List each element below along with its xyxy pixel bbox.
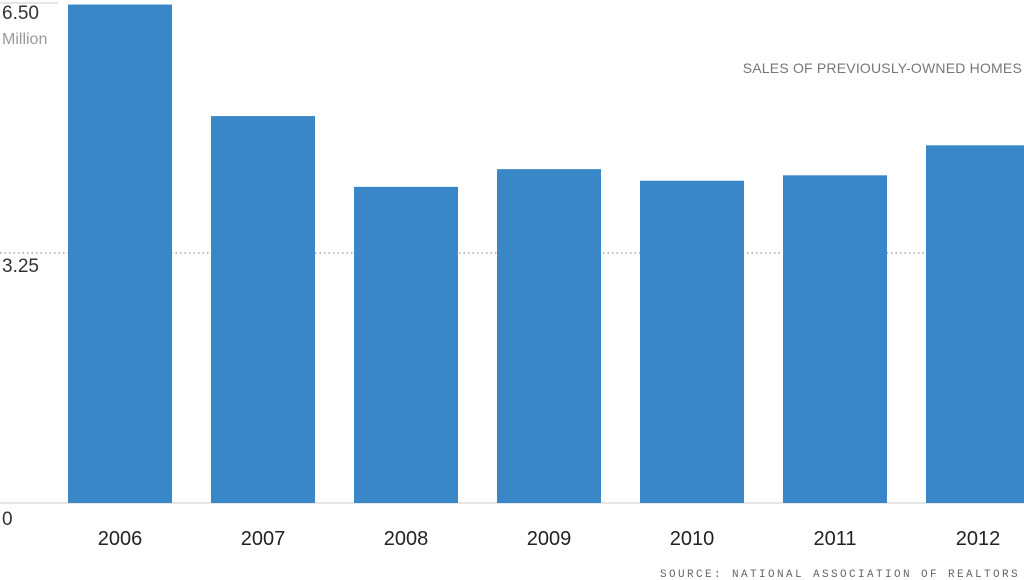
bar-2008 [354,186,458,503]
x-tick-label: 2011 [813,528,856,550]
bar-2007 [211,116,315,504]
bar-2010 [640,180,744,503]
x-tick-label: 2006 [98,528,143,550]
y-tick-label: 3.25 [2,256,39,277]
bar-2006 [68,4,172,504]
bar-2012 [926,145,1024,504]
y-tick-label: 0 [2,509,13,530]
y-axis-labels: 6.50 3.25 0 [2,3,39,530]
bar-2011 [783,175,887,504]
bar-2009 [497,169,601,503]
x-tick-label: 2009 [527,528,572,550]
bars-layer [68,4,1024,504]
chart-title: SALES OF PREVIOUSLY-OWNED HOMES [743,60,1022,76]
source-note: SOURCE: NATIONAL ASSOCIATION OF REALTORS [660,569,1020,580]
y-unit-label: Million [2,31,47,48]
x-tick-label: 2012 [956,528,1001,550]
x-tick-label: 2007 [241,528,286,550]
x-axis-labels: 2006 2007 2008 2009 2010 2011 2012 [98,528,1001,550]
x-tick-label: 2010 [670,528,715,550]
x-tick-label: 2008 [384,528,429,550]
y-tick-label: 6.50 [2,3,39,24]
